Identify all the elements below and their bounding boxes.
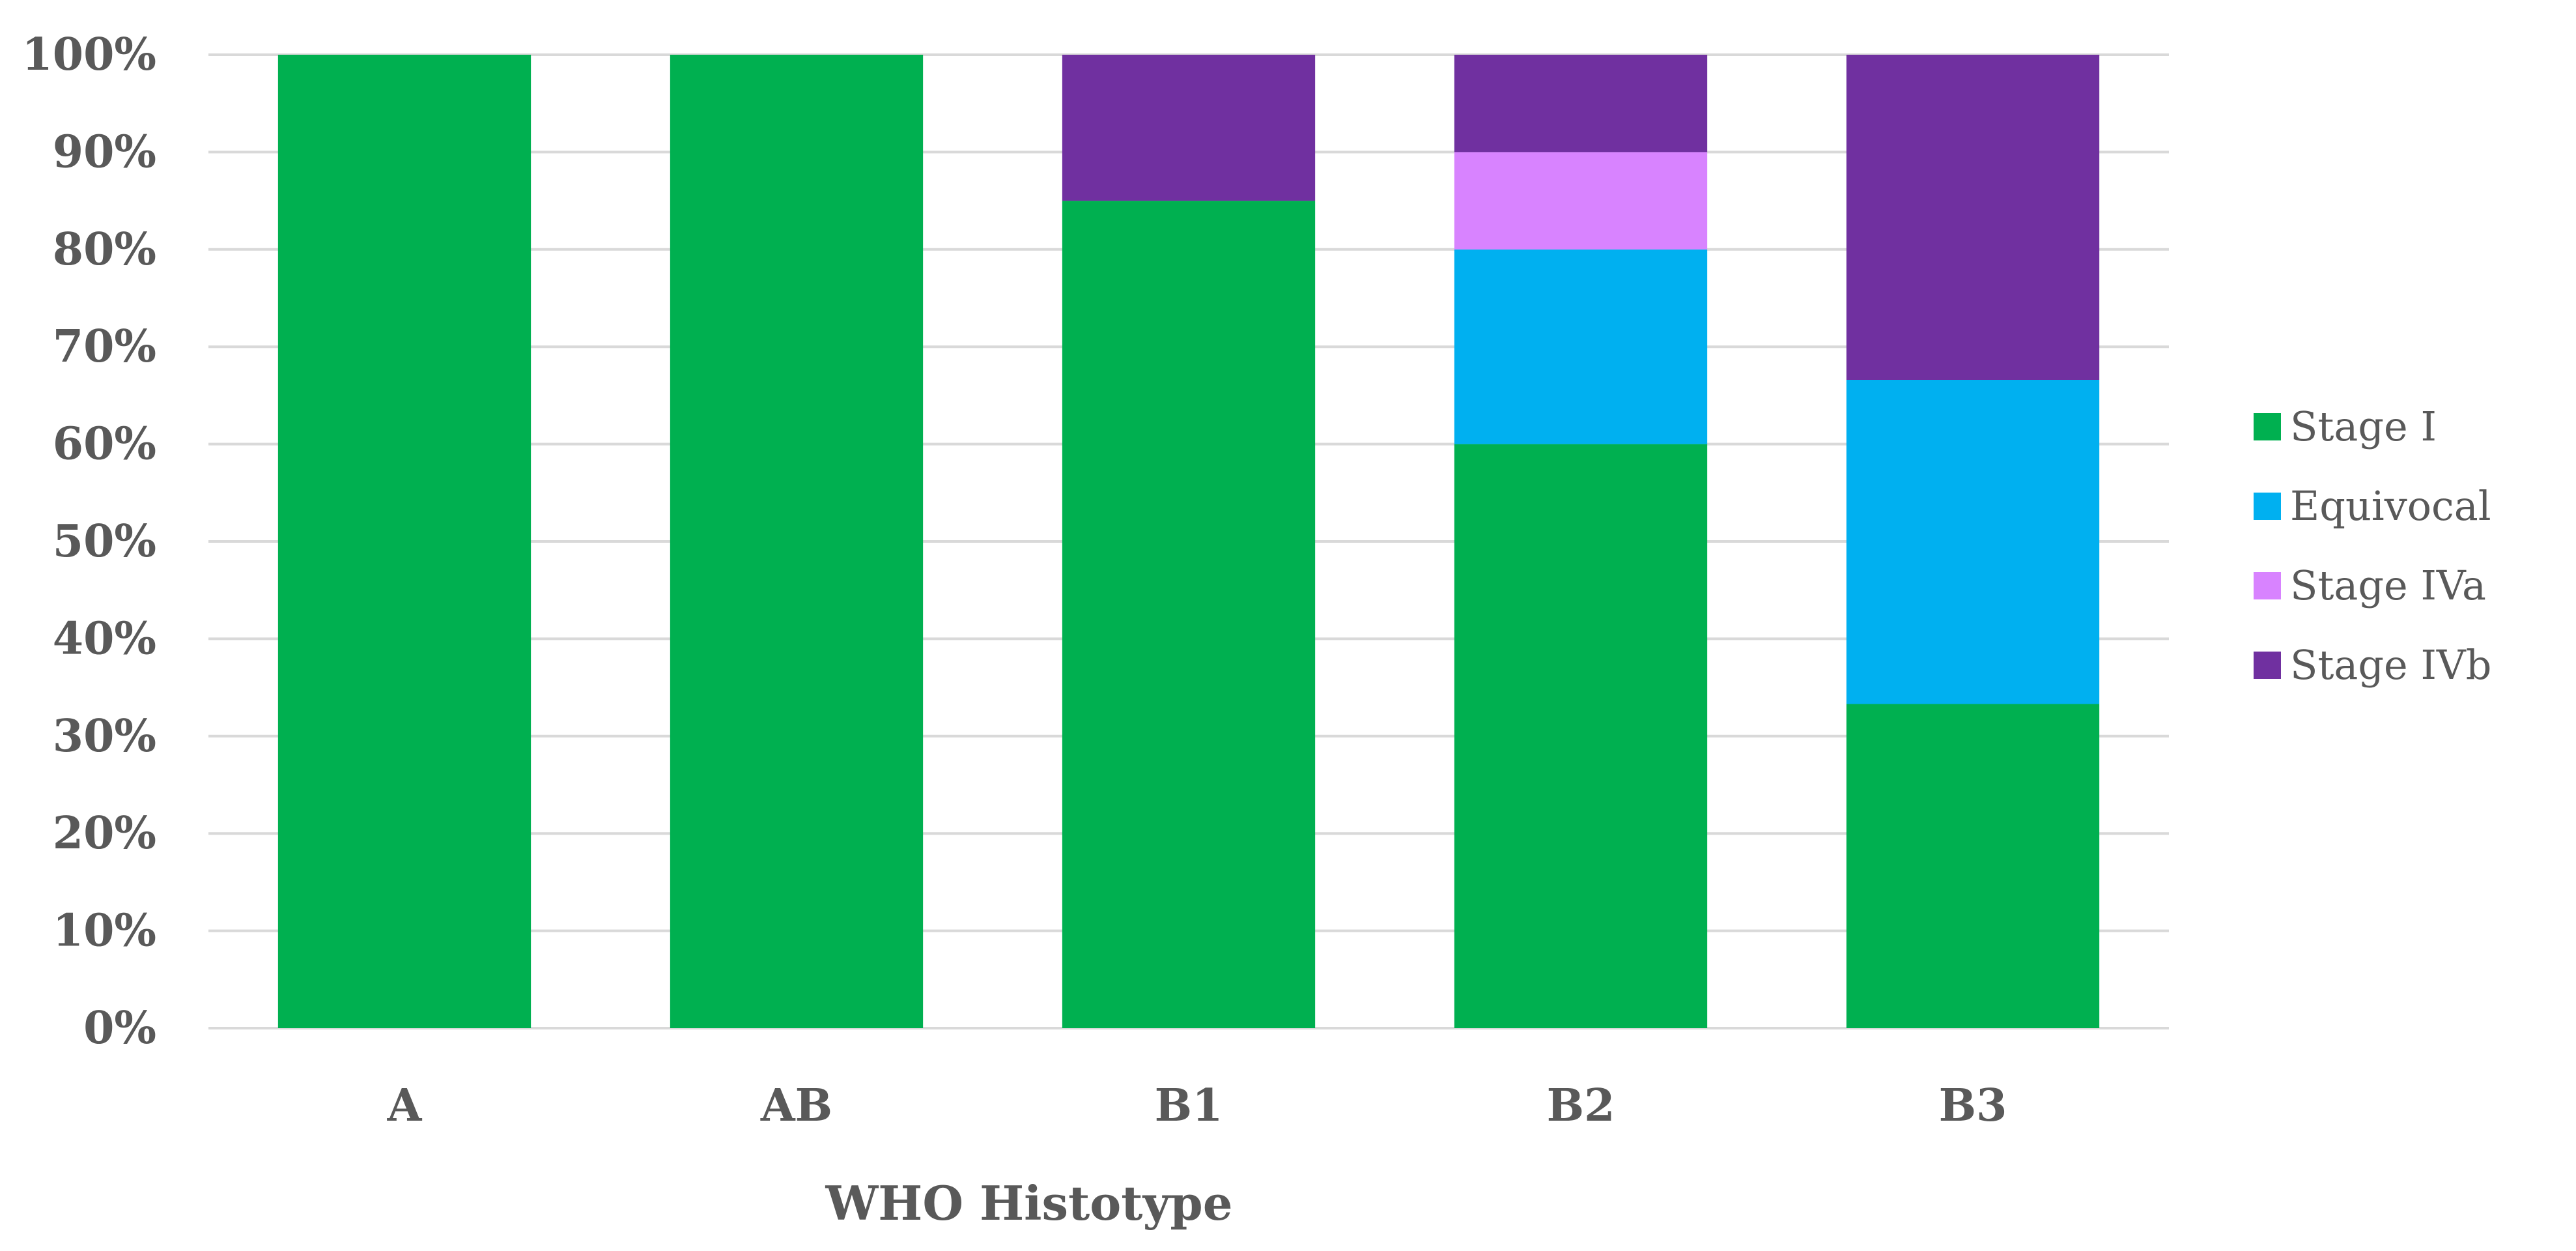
bar-segment [1454, 152, 1708, 250]
x-tick-label: B2 [1547, 1080, 1615, 1132]
legend-swatch [2254, 572, 2281, 599]
y-tick-label: 40% [53, 612, 156, 665]
x-tick-label: AB [760, 1080, 832, 1132]
legend-label: Equivocal [2290, 482, 2491, 530]
legend-label: Stage IVb [2290, 641, 2491, 689]
bar-segment [1062, 55, 1316, 201]
bar-segment [1846, 379, 2100, 704]
bar-segment [670, 55, 924, 1028]
legend-swatch [2254, 413, 2281, 440]
x-tick-label: B3 [1939, 1080, 2007, 1132]
x-axis-title: WHO Histotype [825, 1175, 1232, 1231]
y-tick-label: 90% [53, 126, 156, 178]
bar-segment [1454, 55, 1708, 152]
legend-label: Stage I [2290, 403, 2437, 450]
y-axis-tick-labels: 0% 10% 20% 30% 40% 50% 60% 70% 80% 90% 100% [21, 29, 156, 1054]
bar-segment [1846, 55, 2100, 380]
y-tick-label: 0% [83, 1002, 156, 1054]
y-tick-label: 50% [53, 515, 156, 568]
y-tick-label: 100% [21, 29, 156, 81]
bar-segment [277, 55, 531, 1028]
y-tick-label: 70% [53, 321, 156, 373]
bar-segment [1062, 201, 1316, 1029]
legend-swatch [2254, 652, 2281, 679]
x-axis-tick-labels: A AB B1 B2 B3 [387, 1080, 2007, 1132]
y-tick-label: 80% [53, 223, 156, 276]
x-tick-label: A [387, 1080, 423, 1132]
bar-segment [1454, 444, 1708, 1028]
legend-label: Stage IVa [2290, 562, 2486, 609]
legend: Stage I Equivocal Stage IVa Stage IVb [2254, 403, 2491, 689]
legend-swatch [2254, 493, 2281, 520]
y-tick-label: 60% [53, 418, 156, 470]
bar-segment [1454, 249, 1708, 444]
y-tick-label: 30% [53, 710, 156, 762]
x-tick-label: B1 [1155, 1080, 1223, 1132]
bar-segment [1846, 704, 2100, 1028]
y-tick-label: 10% [53, 905, 156, 957]
y-tick-label: 20% [53, 807, 156, 859]
bars [277, 55, 2100, 1029]
